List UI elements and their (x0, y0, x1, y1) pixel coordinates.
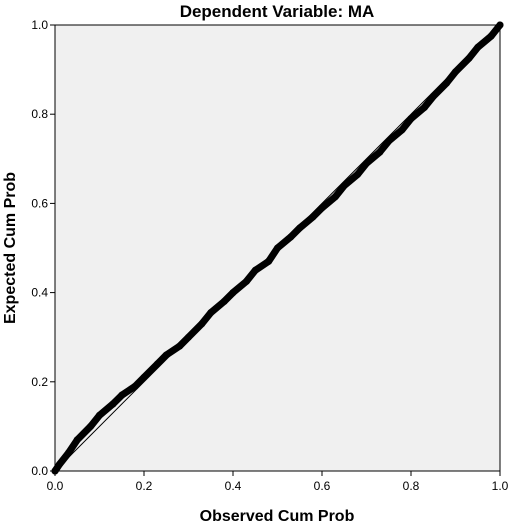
data-point (398, 126, 406, 134)
x-tick-label: 0.6 (314, 479, 331, 493)
data-point (420, 104, 428, 112)
data-point (443, 79, 451, 87)
y-tick-label: 1.0 (31, 18, 48, 32)
data-point (376, 148, 384, 156)
data-point (287, 233, 295, 241)
x-tick-label: 1.0 (492, 479, 509, 493)
data-point (354, 170, 362, 178)
data-point (265, 257, 273, 265)
data-point (309, 213, 317, 221)
x-tick-label: 0.8 (403, 479, 420, 493)
data-point (73, 436, 81, 444)
y-tick-label: 0.0 (31, 464, 48, 478)
data-point (64, 449, 72, 457)
y-tick-label: 0.2 (31, 375, 48, 389)
data-point (474, 43, 482, 51)
x-tick-label: 0.0 (47, 479, 64, 493)
x-tick-label: 0.4 (225, 479, 242, 493)
data-point (429, 92, 437, 100)
data-point (318, 204, 326, 212)
y-axis-title: Expected Cum Prob (2, 172, 19, 324)
chart-title: Dependent Variable: MA (180, 2, 375, 21)
series-layer (51, 21, 504, 475)
data-point (242, 277, 250, 285)
data-point (465, 54, 473, 62)
data-point (140, 373, 148, 381)
x-axis-title: Observed Cum Prob (200, 508, 355, 524)
data-point (51, 467, 59, 475)
data-point (274, 244, 281, 252)
data-point (296, 224, 304, 232)
y-axis: 0.0 0.2 0.4 0.6 0.8 1.0 (31, 18, 55, 478)
data-point (452, 68, 459, 76)
data-point (331, 193, 339, 201)
data-point (198, 320, 206, 328)
data-point (109, 400, 117, 408)
data-point (407, 115, 415, 123)
data-point (229, 289, 237, 297)
data-point (251, 266, 259, 274)
y-tick-label: 0.4 (31, 286, 48, 300)
data-point (185, 333, 192, 341)
data-point (207, 309, 215, 317)
y-tick-label: 0.6 (31, 196, 48, 210)
data-point (87, 422, 95, 430)
data-point (131, 382, 139, 390)
data-point (176, 342, 184, 350)
data-point (220, 298, 228, 306)
data-point (118, 391, 126, 399)
data-point (340, 182, 348, 190)
data-point (385, 137, 393, 145)
data-point (96, 411, 103, 419)
data-point (153, 360, 161, 368)
data-point (487, 32, 495, 40)
data-point (496, 21, 504, 29)
data-point (363, 159, 370, 167)
data-point (55, 460, 63, 468)
x-axis: 0.0 0.2 0.4 0.6 0.8 1.0 (47, 471, 509, 493)
y-tick-label: 0.8 (31, 107, 48, 121)
data-point (162, 351, 170, 359)
x-tick-label: 0.2 (136, 479, 153, 493)
